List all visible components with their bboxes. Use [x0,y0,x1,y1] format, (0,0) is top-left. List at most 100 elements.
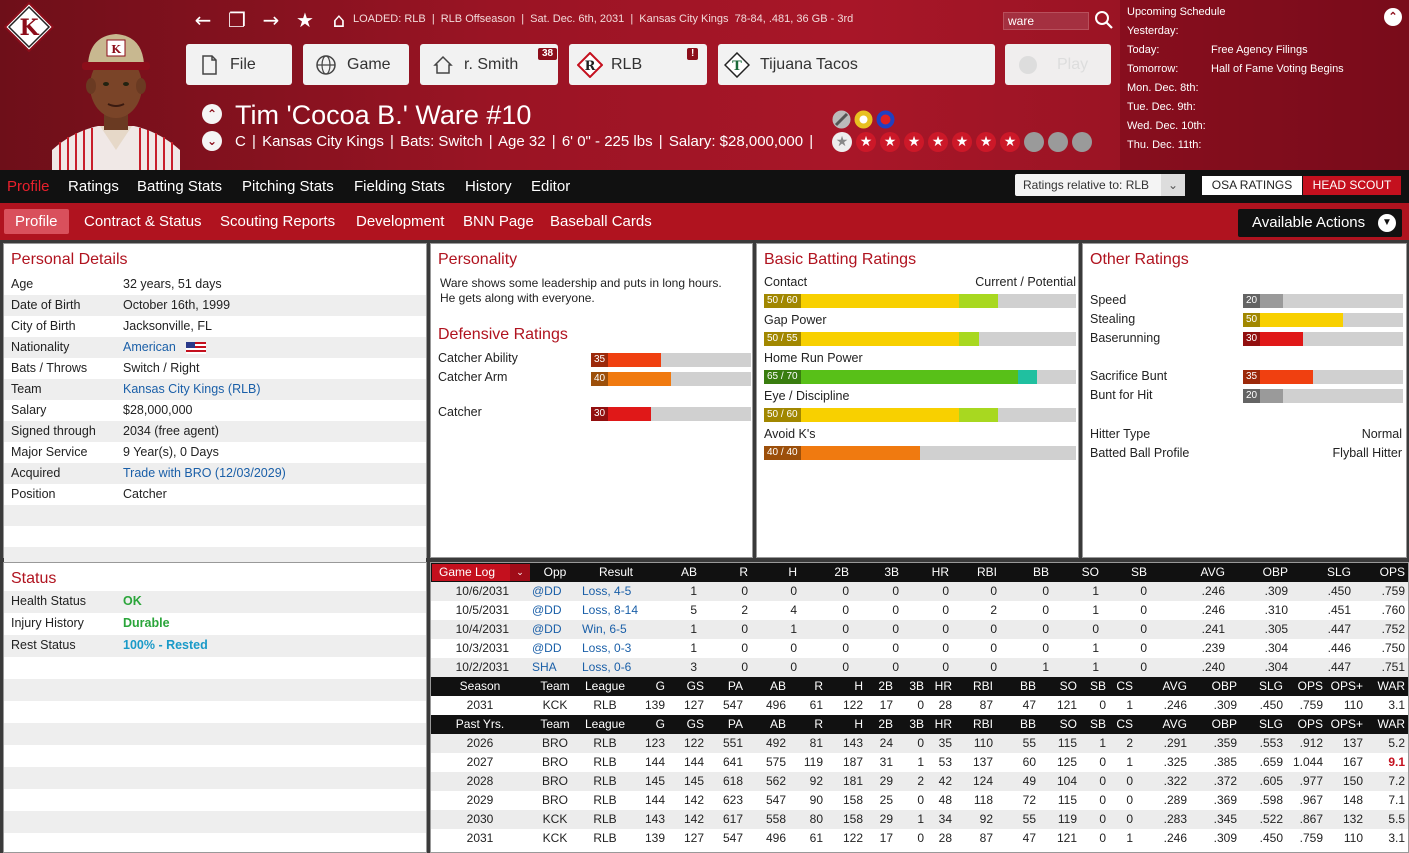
tab-ratings[interactable]: Ratings [68,178,119,195]
column-header[interactable]: OPS [1379,565,1405,579]
personal-value[interactable]: Trade with BRO (12/03/2029) [123,466,286,480]
column-header[interactable]: SO [1059,717,1077,731]
schedule-collapse-button[interactable]: ⌃ [1384,8,1402,26]
column-header[interactable]: OPS [1297,679,1323,693]
column-header[interactable]: 2B [834,565,849,579]
column-header[interactable]: H [788,565,797,579]
column-header[interactable]: 3B [884,565,899,579]
column-header[interactable]: BB [1019,679,1036,693]
manager-button[interactable]: r. Smith 38 [420,44,558,85]
column-header[interactable]: OBP [1211,717,1237,731]
column-header[interactable]: CS [1116,717,1133,731]
column-header[interactable]: CS [1116,679,1133,693]
tab-profile[interactable]: Profile [7,178,50,195]
team-logo-box[interactable]: K [0,0,58,58]
ratings-relative-select[interactable]: Ratings relative to: RLB ⌄ [1015,174,1185,196]
column-header[interactable]: Past Yrs. [455,717,505,731]
star-icon[interactable]: ★ [296,8,314,32]
personal-value[interactable]: American [123,340,176,354]
column-header[interactable]: RBI [972,717,993,731]
game-log-dropdown[interactable]: Game Log ⌄ [432,564,530,581]
osa-ratings-button[interactable]: OSA RATINGS [1202,176,1302,195]
column-header[interactable]: RBI [972,679,993,693]
column-header[interactable]: R [739,565,748,579]
column-header[interactable]: AB [769,717,786,731]
column-header[interactable]: OBP [1262,565,1288,579]
column-header[interactable]: Result [598,565,633,579]
column-header[interactable]: R [814,679,823,693]
column-header[interactable]: OPS+ [1330,679,1363,693]
column-header[interactable]: 3B [909,717,924,731]
team-button[interactable]: T Tijuana Tacos [718,44,995,85]
game-log-cell[interactable]: Loss, 0-6 [582,660,632,674]
column-header[interactable]: H [854,717,863,731]
column-header[interactable]: SLG [1258,679,1283,693]
game-log-cell[interactable]: Loss, 0-3 [582,641,632,655]
column-header[interactable]: BB [1019,717,1036,731]
search-input[interactable]: ware [1003,12,1089,30]
column-header[interactable]: GS [686,717,704,731]
forward-arrow-icon[interactable]: → [262,8,280,32]
play-button[interactable]: Play [1005,44,1111,85]
column-header[interactable]: 2B [878,717,893,731]
column-header[interactable]: SLG [1326,565,1351,579]
game-log-cell[interactable]: Win, 6-5 [582,622,627,636]
column-header[interactable]: Season [459,679,501,693]
column-header[interactable]: 3B [909,679,924,693]
game-log-cell[interactable]: Loss, 4-5 [582,584,632,598]
column-header[interactable]: AB [769,679,786,693]
tab-batting-stats[interactable]: Batting Stats [137,178,223,195]
personal-value[interactable]: Kansas City Kings (RLB) [123,382,261,396]
column-header[interactable]: SB [1130,565,1147,579]
column-header[interactable]: WAR [1377,717,1405,731]
column-header[interactable]: BB [1032,565,1049,579]
subtab-baseball-cards[interactable]: Baseball Cards [550,213,652,230]
column-header[interactable]: AVG [1162,679,1187,693]
game-button[interactable]: Game [303,44,409,85]
column-header[interactable]: Team [540,717,570,731]
column-header[interactable]: SB [1089,717,1106,731]
column-header[interactable]: H [854,679,863,693]
column-header[interactable]: RBI [976,565,997,579]
head-scout-button[interactable]: HEAD SCOUT [1303,176,1401,195]
game-log-cell[interactable]: Loss, 8-14 [582,603,639,617]
tab-history[interactable]: History [465,178,512,195]
column-header[interactable]: HR [934,717,952,731]
column-header[interactable]: HR [931,565,949,579]
column-header[interactable]: Opp [543,565,567,579]
subtab-profile[interactable]: Profile [4,209,69,234]
column-header[interactable]: OBP [1211,679,1237,693]
column-header[interactable]: AVG [1200,565,1225,579]
league-button[interactable]: R RLB ! [569,44,707,85]
game-log-cell[interactable]: SHA [532,660,557,674]
column-header[interactable]: 2B [878,679,893,693]
column-header[interactable]: G [655,679,665,693]
column-header[interactable]: SB [1089,679,1106,693]
subtab-bnn-page[interactable]: BNN Page [463,213,534,230]
subtab-development[interactable]: Development [356,213,445,230]
tab-editor[interactable]: Editor [531,178,571,195]
column-header[interactable]: SLG [1258,717,1283,731]
tab-pitching-stats[interactable]: Pitching Stats [242,178,334,195]
column-header[interactable]: PA [727,717,743,731]
home-icon[interactable]: ⌂ [332,8,346,32]
column-header[interactable]: AB [680,565,697,579]
column-header[interactable]: SO [1081,565,1099,579]
game-log-cell[interactable]: @DD [532,622,562,636]
column-header[interactable]: GS [686,679,704,693]
collapse-up-button[interactable]: ⌃ [202,104,222,124]
column-header[interactable]: HR [934,679,952,693]
subtab-contract-status[interactable]: Contract & Status [84,213,202,230]
tab-fielding-stats[interactable]: Fielding Stats [354,178,445,195]
game-log-cell[interactable]: @DD [532,584,562,598]
file-button[interactable]: File [186,44,292,85]
subtab-scouting-reports[interactable]: Scouting Reports [220,213,336,230]
column-header[interactable]: WAR [1377,679,1405,693]
expand-down-button[interactable]: ⌄ [202,131,222,151]
copy-icon[interactable]: ❐ [228,8,246,32]
back-arrow-icon[interactable]: ← [194,8,212,32]
game-log-cell[interactable]: @DD [532,603,562,617]
column-header[interactable]: G [655,717,665,731]
column-header[interactable]: PA [727,679,743,693]
column-header[interactable]: Team [540,679,570,693]
